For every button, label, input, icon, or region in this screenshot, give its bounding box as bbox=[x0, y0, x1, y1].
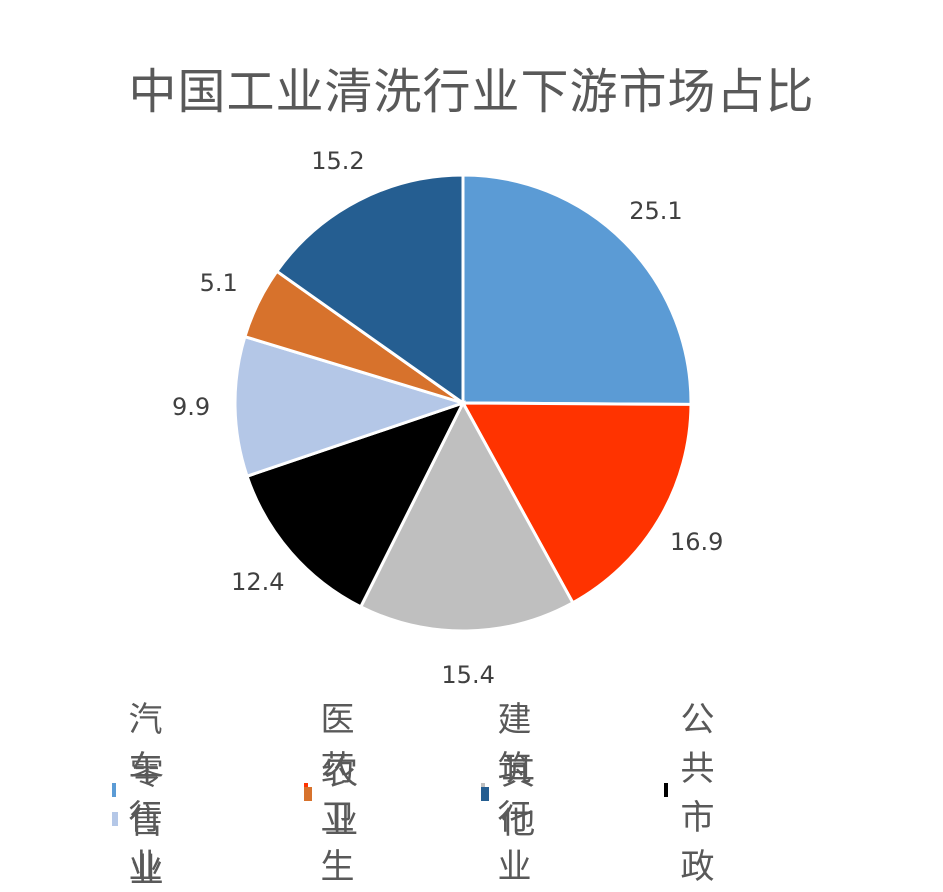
pie-chart bbox=[233, 173, 693, 633]
data-label: 15.2 bbox=[311, 147, 365, 176]
pie-slice-1 bbox=[460, 401, 693, 605]
legend-item-agriculture: 农业 bbox=[304, 745, 364, 843]
legend-swatch bbox=[112, 811, 118, 826]
legend-label: 零售业 bbox=[129, 753, 164, 891]
legend-swatch bbox=[664, 783, 669, 797]
chart-title: 中国工业清洗行业下游市场占比 bbox=[128, 64, 815, 120]
legend-item-retail: 零售业 bbox=[112, 745, 172, 892]
data-label: 9.9 bbox=[171, 393, 211, 422]
data-label: 25.1 bbox=[629, 197, 683, 226]
legend-item-municipal: 公共市政 bbox=[664, 692, 724, 888]
legend-label: 公共市政 bbox=[680, 700, 715, 887]
data-label: 15.4 bbox=[441, 660, 495, 689]
legend-label: 农业 bbox=[324, 753, 359, 842]
legend-label: 其他 bbox=[501, 753, 536, 842]
legend-swatch bbox=[112, 783, 117, 797]
data-label: 12.4 bbox=[231, 567, 285, 596]
pie-slice-2 bbox=[358, 399, 575, 633]
legend-item-other: 其他 bbox=[481, 745, 541, 843]
data-label: 5.1 bbox=[199, 269, 238, 298]
data-label: 16.9 bbox=[669, 528, 724, 557]
pie-slice-6 bbox=[274, 173, 465, 406]
pie-slice-0 bbox=[461, 173, 693, 406]
pie-slice-3 bbox=[245, 400, 466, 609]
pie-slice-4 bbox=[233, 334, 468, 479]
legend-swatch bbox=[304, 787, 313, 801]
legend-swatch bbox=[481, 787, 490, 801]
